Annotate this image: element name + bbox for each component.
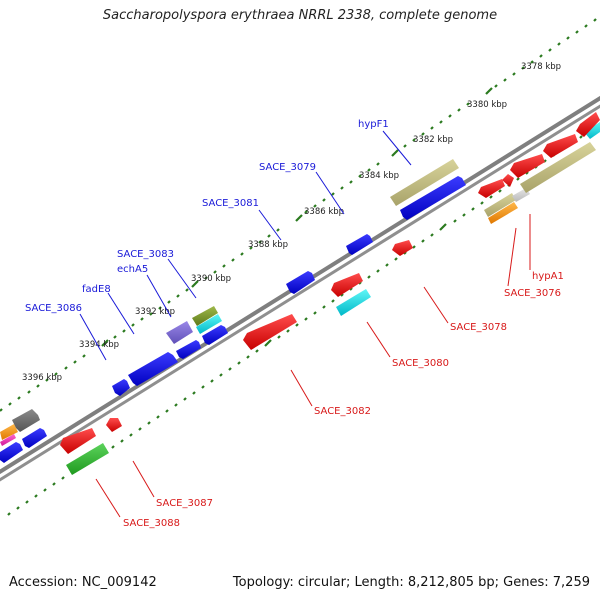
gene-arrow-forward [192,306,218,326]
gene-label-reverse: SACE_3082 [314,406,371,417]
reverse-genes [60,112,600,475]
gene-arrow-reverse [543,134,578,158]
gene-label-forward: fadE8 [82,284,111,295]
gene-arrow-forward [584,122,600,139]
gene-arrow-reverse [576,112,600,137]
gene-arrow-forward [166,321,193,344]
gene-arrow-reverse [392,240,413,256]
accession-text: Accession: NC_009142 [9,575,157,590]
gene-arrow-reverse [520,142,596,193]
scale-label: 3384 kbp [359,171,399,181]
scale-label: 3386 kbp [304,207,344,217]
gene-arrow-forward [286,271,315,294]
gene-arrow-forward [0,434,16,446]
scale-label: 3390 kbp [191,274,231,284]
forward-genes [0,122,600,463]
gene-label-forward: SACE_3086 [25,303,82,314]
scale-label: 3388 kbp [248,240,288,250]
gene-arrow-forward [12,409,40,432]
gene-label-reverse: SACE_3078 [450,322,507,333]
gene-label-forward: echA5 [117,264,148,275]
outer-scale-ticks [0,18,597,412]
map-title: Saccharopolyspora erythraea NRRL 2338, c… [102,8,498,23]
gene-label-reverse: SACE_3076 [504,288,561,299]
reverse-callouts [95,214,531,518]
gene-arrow-reverse [336,289,371,316]
gene-arrow-reverse [60,428,96,454]
gene-arrow-forward [400,176,466,220]
gene-label-reverse: SACE_3087 [156,498,213,509]
gene-arrow-reverse [243,314,297,350]
genome-backbone-inner [0,104,600,482]
forward-callouts [79,130,412,361]
gene-arrow-forward [176,340,201,359]
gene-label-reverse: SACE_3088 [123,518,180,529]
gene-arrow-forward [0,424,18,440]
gene-label-forward: hypF1 [358,119,389,130]
gene-arrow-forward [346,234,373,255]
gene-arrow-reverse [106,418,122,432]
gene-arrow-reverse [478,179,505,198]
scale-label: 3378 kbp [521,62,561,72]
gene-arrow-forward [0,442,23,463]
gene-arrow-reverse [331,273,363,297]
gene-arrow-reverse [502,174,514,187]
gene-arrow-reverse [488,202,518,224]
gene-label-reverse: hypA1 [532,271,564,282]
scale-label: 3380 kbp [467,100,507,110]
gene-arrow-forward [22,428,47,448]
gene-label-forward: SACE_3081 [202,198,259,209]
scale-label: 3396 kbp [22,373,62,383]
scale-label: 3382 kbp [413,135,453,145]
gene-arrow-forward [196,314,222,334]
gene-arrow-forward [390,159,459,206]
gene-arrow-reverse [510,154,545,178]
gene-arrow-forward [128,352,178,386]
gene-label-reverse: SACE_3080 [392,358,449,369]
gene-label-forward: SACE_3079 [259,162,316,173]
gene-arrow-reverse [66,443,109,475]
gene-arrow-forward [202,325,228,345]
scale-label: 3392 kbp [135,307,175,317]
gene-arrow-reverse [484,193,516,217]
genome-summary-text: Topology: circular; Length: 8,212,805 bp… [232,575,590,590]
gene-label-forward: SACE_3083 [117,249,174,260]
scale-label: 3394 kbp [79,340,119,350]
gene-arrow-forward [112,379,130,396]
